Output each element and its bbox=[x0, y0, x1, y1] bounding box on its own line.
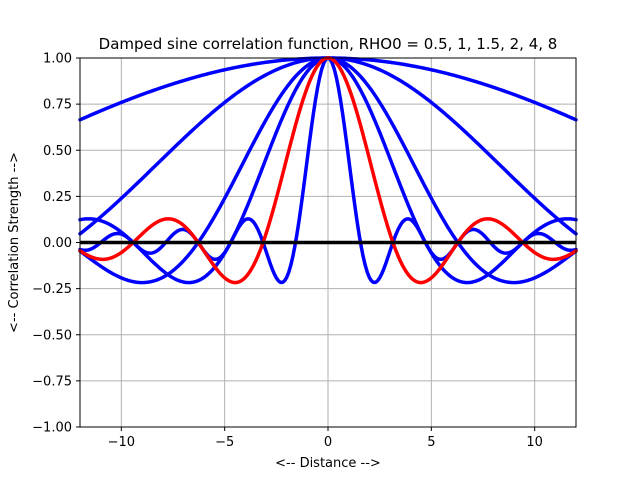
x-tick-label: −10 bbox=[108, 435, 135, 450]
y-tick-label: 1.00 bbox=[43, 52, 72, 67]
x-tick-label: 0 bbox=[324, 435, 332, 450]
y-tick-label: −0.75 bbox=[32, 374, 72, 389]
axis-ticks: −10 −5 0 5 10 −1.00 −0.75 −0.50 −0.25 0.00 0.25 0.5… bbox=[32, 52, 543, 451]
x-tick-label: −5 bbox=[215, 435, 234, 450]
y-tick-label: 0.00 bbox=[43, 236, 72, 251]
x-tick-label: 10 bbox=[526, 435, 543, 450]
x-axis-label: <-- Distance --> bbox=[275, 456, 381, 471]
chart-title: Damped sine correlation function, RHO0 =… bbox=[99, 35, 558, 53]
x-tick-label: 5 bbox=[427, 435, 435, 450]
y-tick-label: 0.50 bbox=[43, 144, 72, 159]
y-tick-label: 0.25 bbox=[43, 190, 72, 205]
y-axis-label: <-- Correlation Strength --> bbox=[7, 152, 22, 333]
y-tick-label: −0.50 bbox=[32, 328, 72, 343]
y-tick-label: −1.00 bbox=[32, 421, 72, 436]
y-tick-label: 0.75 bbox=[43, 98, 72, 113]
y-tick-label: −0.25 bbox=[32, 282, 72, 297]
